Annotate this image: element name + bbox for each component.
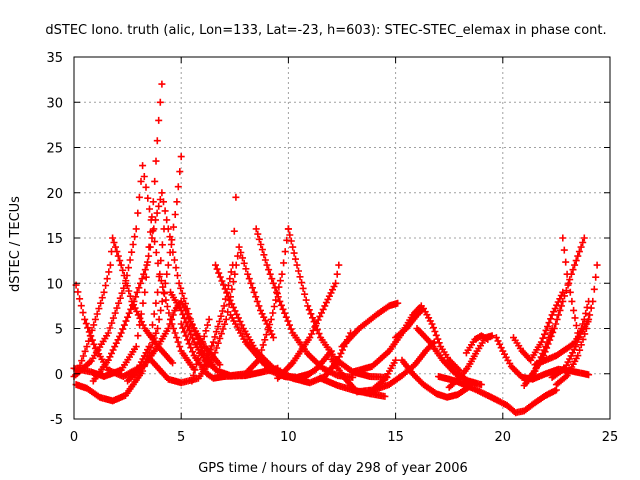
data-series bbox=[559, 234, 582, 337]
series-markers bbox=[462, 332, 492, 357]
series-markers bbox=[199, 193, 240, 373]
data-series bbox=[552, 261, 601, 389]
x-tick-label: 20 bbox=[495, 430, 512, 445]
y-axis-label: dSTEC / TECUs bbox=[8, 196, 23, 292]
series-markers bbox=[510, 288, 567, 364]
x-tick-label: 25 bbox=[602, 430, 619, 445]
data-series bbox=[274, 261, 343, 382]
series-markers bbox=[177, 320, 228, 382]
series-markers bbox=[338, 299, 402, 351]
data-series bbox=[74, 234, 177, 374]
data-series bbox=[398, 356, 472, 401]
data-series bbox=[548, 297, 593, 381]
data-marks bbox=[70, 80, 601, 417]
x-tick-label: 15 bbox=[387, 430, 404, 445]
data-series bbox=[462, 332, 492, 357]
y-tick-label: 10 bbox=[46, 277, 63, 292]
series-markers bbox=[274, 261, 343, 382]
data-series bbox=[284, 225, 391, 381]
data-series bbox=[177, 320, 228, 382]
series-markers bbox=[72, 153, 185, 405]
y-tick-label: 35 bbox=[46, 51, 63, 66]
series-markers bbox=[284, 225, 391, 381]
data-series bbox=[510, 288, 567, 364]
data-series bbox=[263, 365, 314, 381]
series-markers bbox=[552, 261, 601, 389]
series-markers bbox=[435, 373, 560, 417]
series-markers bbox=[392, 305, 464, 375]
y-tick-label: 30 bbox=[46, 96, 63, 111]
series-markers bbox=[548, 297, 593, 381]
x-axis-label: GPS time / hours of day 298 of year 2006 bbox=[198, 461, 468, 476]
y-tick-label: 20 bbox=[46, 187, 63, 202]
axis-ticks: 0 5 10 15 20 25 -5 0 5 10 15 20 25 30 35 bbox=[46, 51, 618, 445]
y-tick-label: 25 bbox=[46, 142, 63, 157]
series-markers bbox=[188, 315, 213, 385]
chart-title: dSTEC Iono. truth (alic, Lon=133, Lat=-2… bbox=[45, 23, 606, 38]
series-markers bbox=[74, 234, 177, 374]
x-tick-label: 10 bbox=[280, 430, 297, 445]
x-tick-label: 5 bbox=[177, 430, 185, 445]
y-tick-label: 5 bbox=[55, 323, 63, 338]
data-series bbox=[392, 305, 464, 375]
y-tick-label: -5 bbox=[50, 413, 63, 428]
x-tick-label: 0 bbox=[70, 430, 78, 445]
y-tick-label: 0 bbox=[55, 368, 63, 383]
y-tick-label: 15 bbox=[46, 232, 63, 247]
data-series bbox=[199, 193, 240, 373]
series-markers bbox=[263, 365, 314, 381]
data-series bbox=[338, 299, 402, 351]
series-markers bbox=[559, 234, 582, 337]
series-markers bbox=[398, 356, 472, 401]
data-series bbox=[188, 315, 213, 385]
data-series bbox=[72, 153, 185, 405]
data-series bbox=[435, 373, 560, 417]
